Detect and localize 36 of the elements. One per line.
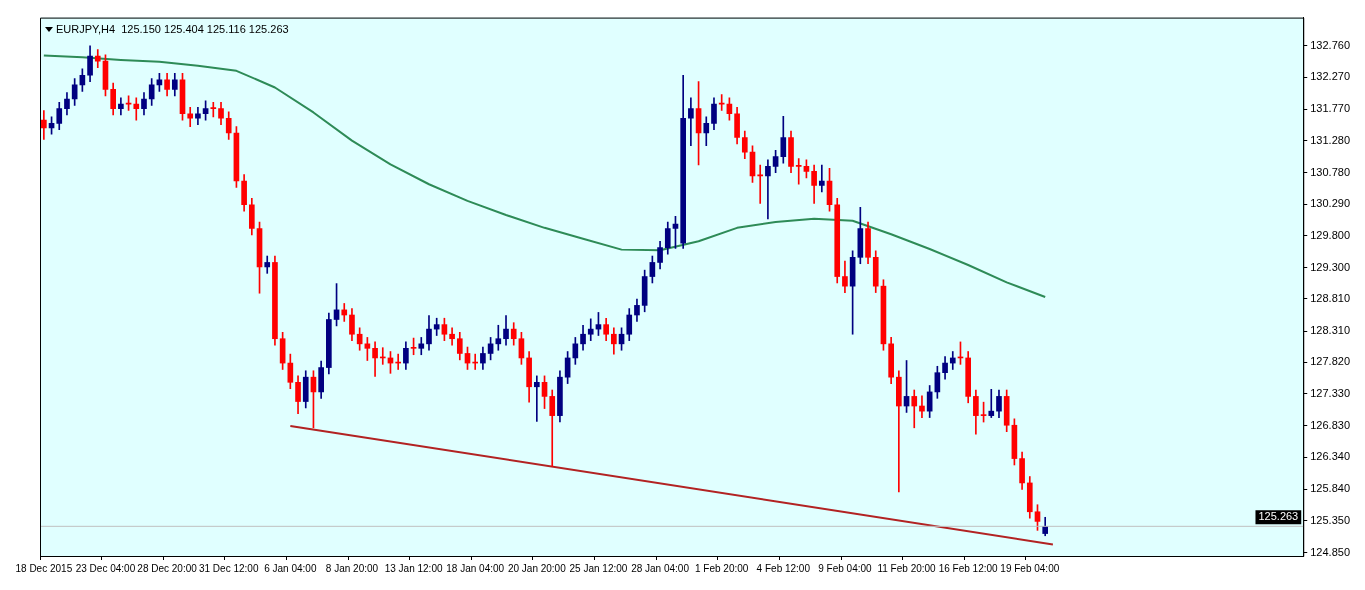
x-tick-label: 6 Jan 04:00 (264, 562, 317, 574)
x-tick-label: 1 Feb 20:00 (695, 562, 749, 574)
y-tick-label: 131.280 (1310, 133, 1350, 146)
x-tick-label: 18 Dec 2015 (15, 562, 73, 574)
x-tick-label: 28 Jan 04:00 (631, 562, 690, 574)
y-tick-label: 132.760 (1310, 38, 1350, 51)
y-tick-label: 127.820 (1310, 355, 1350, 368)
x-tick-label: 18 Jan 04:00 (446, 562, 505, 574)
y-tick-label: 125.350 (1310, 513, 1350, 526)
y-tick-label: 128.810 (1310, 292, 1350, 305)
y-tick-label: 124.850 (1310, 545, 1350, 558)
chart-title: EURJPY,H4 125.150 125.404 125.116 125.263 (56, 22, 289, 35)
x-tick-label: 25 Jan 12:00 (569, 562, 628, 574)
y-tick-label: 130.290 (1310, 197, 1350, 210)
x-tick-label: 11 Feb 20:00 (877, 562, 937, 574)
ref-line-label: 125.263 (1258, 510, 1299, 523)
x-tick-label: 20 Jan 20:00 (507, 562, 567, 574)
x-tick-label: 16 Feb 12:00 (938, 562, 999, 574)
x-tick-label: 19 Feb 04:00 (1000, 562, 1060, 574)
x-tick-label: 31 Dec 12:00 (198, 562, 259, 574)
y-tick-label: 125.840 (1310, 482, 1350, 495)
x-tick-label: 8 Jan 20:00 (325, 562, 379, 574)
y-tick-label: 132.270 (1310, 70, 1350, 83)
x-tick-label: 28 Dec 20:00 (137, 562, 198, 574)
x-tick-label: 23 Dec 04:00 (75, 562, 136, 574)
y-tick-label: 131.770 (1310, 102, 1350, 115)
y-tick-label: 130.780 (1310, 165, 1350, 178)
y-tick-label: 127.330 (1310, 386, 1350, 399)
y-tick-label: 128.310 (1310, 324, 1350, 337)
y-tick-label: 129.800 (1310, 228, 1350, 241)
y-tick-label: 126.830 (1310, 418, 1350, 431)
x-tick-label: 4 Feb 12:00 (756, 562, 811, 574)
y-tick-label: 129.300 (1310, 260, 1350, 273)
x-tick-label: 13 Jan 12:00 (384, 562, 443, 574)
y-tick-label: 126.340 (1310, 450, 1350, 463)
x-tick-label: 9 Feb 04:00 (818, 562, 873, 574)
